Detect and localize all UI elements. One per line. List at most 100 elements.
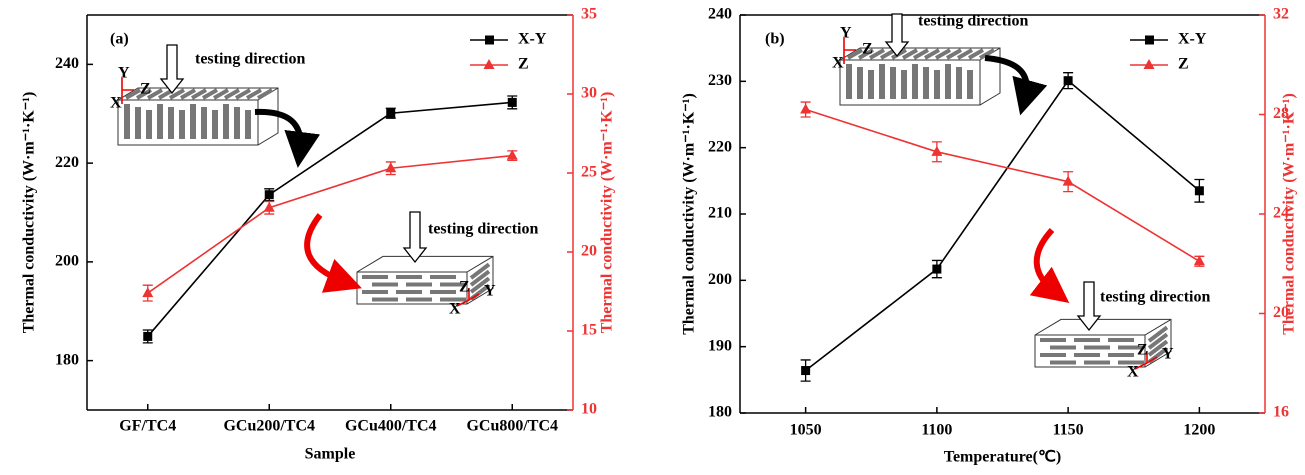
inset-fiber bbox=[957, 48, 973, 60]
inset-fiber bbox=[179, 110, 185, 139]
inset-fiber bbox=[1147, 339, 1169, 357]
data-point bbox=[801, 366, 811, 376]
inset-fiber bbox=[857, 67, 863, 99]
curved-arrow bbox=[984, 55, 1048, 116]
inset-fiber bbox=[469, 269, 491, 287]
y-tick-label: 240 bbox=[708, 6, 732, 23]
inset-fiber bbox=[1040, 338, 1066, 342]
inset-fiber bbox=[440, 282, 466, 287]
inset-fiber bbox=[213, 88, 229, 100]
inset-fiber bbox=[191, 88, 207, 100]
inset-fiber bbox=[1118, 345, 1144, 350]
y2-tick-label: 15 bbox=[581, 322, 597, 339]
inset-diagram: XYZ bbox=[832, 13, 1001, 106]
inset-fiber bbox=[157, 104, 163, 139]
inset-fiber bbox=[1084, 360, 1110, 365]
y2-tick-label: 28 bbox=[1273, 105, 1289, 122]
inset-fiber bbox=[201, 107, 207, 139]
y-tick-label: 240 bbox=[55, 55, 79, 72]
panel-label: (a) bbox=[110, 31, 129, 48]
inset-fiber bbox=[890, 67, 896, 99]
inset-fiber bbox=[396, 290, 422, 294]
x-tick-label: GCu200/TC4 bbox=[223, 418, 315, 435]
inset-fiber bbox=[956, 67, 962, 99]
x-tick-label: 1050 bbox=[790, 422, 822, 439]
inset-fiber bbox=[406, 297, 432, 302]
inset-fiber bbox=[190, 104, 196, 139]
inset-fiber bbox=[223, 104, 229, 139]
y-axis-title: Thermal conductivity (W·m⁻¹·K⁻¹) bbox=[21, 92, 38, 334]
y-tick-label: 190 bbox=[708, 337, 732, 354]
inset-fiber bbox=[234, 107, 240, 139]
series-line bbox=[147, 154, 513, 294]
panel-label: (b) bbox=[765, 31, 785, 48]
inset-fiber bbox=[372, 297, 398, 302]
x-tick-label: GCu400/TC4 bbox=[345, 418, 437, 435]
inset-fiber bbox=[902, 48, 918, 60]
inset-diagram: XYZ bbox=[1034, 281, 1174, 381]
inset-fiber bbox=[868, 70, 874, 99]
axis-letter: Z bbox=[862, 41, 873, 58]
data-point bbox=[142, 287, 154, 298]
data-point bbox=[143, 331, 153, 341]
annotation: testing direction bbox=[428, 221, 538, 238]
inset-fiber bbox=[257, 88, 273, 100]
data-point bbox=[1193, 255, 1205, 266]
y2-tick-label: 20 bbox=[1273, 304, 1289, 321]
inset-fiber bbox=[224, 88, 240, 100]
inset-fiber bbox=[406, 282, 432, 287]
inset-block bbox=[1034, 318, 1172, 368]
series-line bbox=[805, 108, 1200, 262]
inset-fiber bbox=[846, 64, 852, 99]
inset-fiber bbox=[979, 48, 995, 60]
x-axis-title: Temperature(℃) bbox=[944, 449, 1062, 466]
inset-fiber bbox=[168, 107, 174, 139]
inset-fiber bbox=[1147, 332, 1169, 350]
data-point bbox=[264, 190, 274, 200]
y2-tick-label: 25 bbox=[581, 164, 597, 181]
inset-fiber bbox=[879, 64, 885, 99]
data-point bbox=[1063, 76, 1073, 86]
coordinate-axes bbox=[121, 78, 134, 104]
axis-letter: Y bbox=[1162, 346, 1174, 363]
inset-fiber bbox=[235, 88, 251, 100]
inset-fiber bbox=[146, 110, 152, 139]
inset-fiber bbox=[469, 276, 491, 294]
y2-tick-label: 16 bbox=[1273, 404, 1289, 421]
inset-fiber bbox=[135, 107, 141, 139]
inset-fiber bbox=[1050, 360, 1076, 365]
inset-fiber bbox=[1074, 353, 1100, 357]
data-point bbox=[507, 97, 517, 107]
legend-label: X-Y bbox=[518, 31, 547, 48]
inset-block bbox=[356, 255, 494, 305]
inset-fiber bbox=[934, 70, 940, 99]
inset-fiber bbox=[946, 48, 962, 60]
inset-fiber bbox=[469, 262, 491, 280]
coordinate-axes bbox=[1134, 351, 1158, 370]
inset-fiber bbox=[125, 88, 141, 100]
y2-tick-label: 35 bbox=[581, 6, 597, 23]
y2-axis-title: Thermal conductivity (W·m⁻¹·K⁻¹) bbox=[1281, 93, 1298, 335]
y-tick-label: 200 bbox=[708, 271, 732, 288]
axis-letter: X bbox=[832, 55, 844, 72]
legend-label: Z bbox=[1178, 56, 1189, 73]
inset-fiber bbox=[362, 290, 388, 294]
direction-arrow bbox=[402, 211, 428, 264]
inset-fiber bbox=[1108, 353, 1134, 357]
annotation: testing direction bbox=[918, 13, 1028, 30]
inset-fiber bbox=[869, 48, 885, 60]
data-point bbox=[932, 264, 942, 274]
axis-letter: Z bbox=[140, 81, 151, 98]
axis-letter: X bbox=[1127, 364, 1139, 381]
axis-letter: Y bbox=[840, 25, 852, 42]
direction-arrow bbox=[884, 13, 910, 58]
annotation: testing direction bbox=[1100, 289, 1210, 306]
coordinate-axes bbox=[456, 288, 480, 307]
coordinate-axes bbox=[843, 38, 856, 64]
data-point bbox=[263, 201, 275, 212]
y-tick-label: 230 bbox=[708, 72, 732, 89]
inset-fiber bbox=[1147, 325, 1169, 343]
inset-fiber bbox=[924, 48, 940, 60]
inset-fiber bbox=[440, 297, 466, 302]
legend-marker bbox=[1145, 35, 1154, 45]
